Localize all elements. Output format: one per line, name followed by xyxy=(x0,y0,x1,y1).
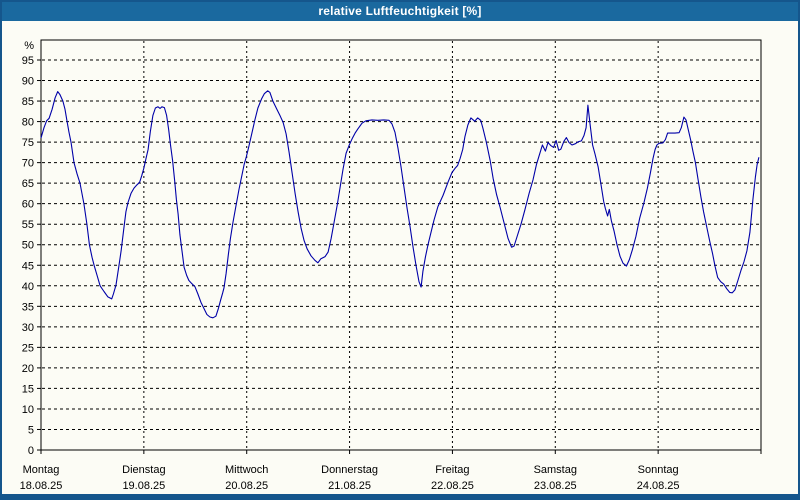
y-tick-label: 55 xyxy=(22,219,34,231)
y-tick-label: 35 xyxy=(22,301,34,313)
y-tick-label: 50 xyxy=(22,240,34,252)
y-tick-label: 90 xyxy=(22,76,34,88)
plot-frame xyxy=(40,39,762,451)
x-day-label: Dienstag xyxy=(122,464,165,476)
y-tick-label: 0 xyxy=(28,445,34,457)
y-tick-label: 45 xyxy=(22,260,34,272)
y-tick-label: 85 xyxy=(22,96,34,108)
x-date-label: 24.08.25 xyxy=(637,480,680,492)
y-tick-label: 5 xyxy=(28,424,34,436)
y-tick-label: 60 xyxy=(22,199,34,211)
x-day-label: Mittwoch xyxy=(225,464,268,476)
x-date-label: 23.08.25 xyxy=(534,480,577,492)
y-tick-label: 65 xyxy=(22,178,34,190)
x-date-label: 21.08.25 xyxy=(328,480,371,492)
window-titlebar: relative Luftfeuchtigkeit [%] xyxy=(2,2,798,21)
y-tick-label: 30 xyxy=(22,322,34,334)
x-day-label: Donnerstag xyxy=(321,464,378,476)
x-date-label: 20.08.25 xyxy=(225,480,268,492)
y-tick-label: 70 xyxy=(22,158,34,170)
x-day-label: Sonntag xyxy=(638,464,679,476)
x-date-label: 22.08.25 xyxy=(431,480,474,492)
x-day-label: Montag xyxy=(23,464,60,476)
x-day-label: Freitag xyxy=(435,464,469,476)
y-tick-label: 40 xyxy=(22,281,34,293)
x-date-label: 19.08.25 xyxy=(122,480,165,492)
y-tick-label: 80 xyxy=(22,117,34,129)
y-tick-label: 95 xyxy=(22,55,34,67)
window-title: relative Luftfeuchtigkeit [%] xyxy=(318,4,482,18)
y-axis-unit-label: % xyxy=(24,40,34,52)
y-tick-label: 25 xyxy=(22,342,34,354)
y-tick-label: 15 xyxy=(22,383,34,395)
x-date-label: 18.08.25 xyxy=(20,480,63,492)
humidity-line-chart: 0 5 10 15 20 25 30 35 40 45 50 55 60 65 70 75 80 85 90 95% M… xyxy=(20,39,762,492)
x-day-label: Samstag xyxy=(534,464,577,476)
y-tick-label: 75 xyxy=(22,137,34,149)
series-line-relative-luftfeuchtigkeit xyxy=(40,90,760,319)
y-tick-label: 10 xyxy=(22,404,34,416)
y-tick-label: 20 xyxy=(22,363,34,375)
